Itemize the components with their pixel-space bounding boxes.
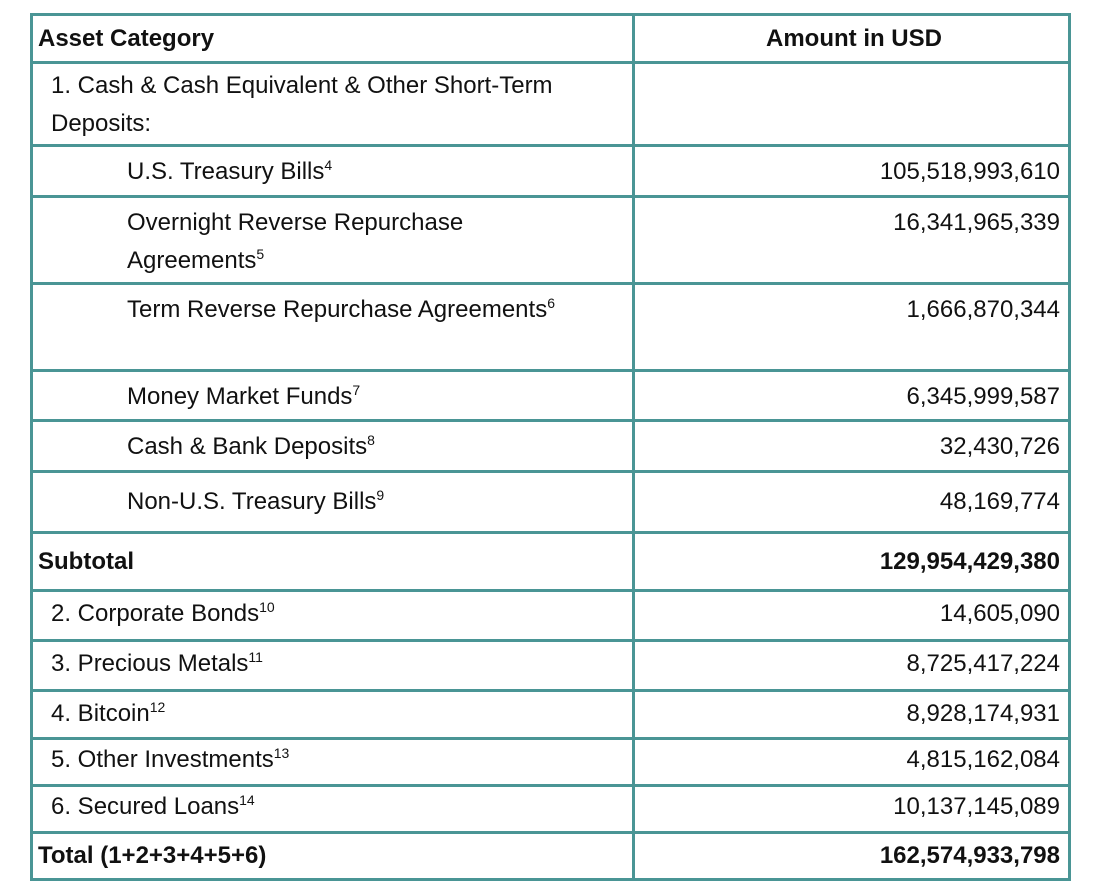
row-label: 3. Precious Metals11: [30, 639, 635, 692]
footnote: 10: [259, 599, 275, 615]
label-text: 4. Bitcoin: [51, 700, 150, 727]
row-label: 2. Corporate Bonds10: [30, 589, 635, 642]
asset-table: Asset Category Amount in USD 1. Cash & C…: [30, 13, 1071, 881]
row-amount: 48,169,774: [632, 470, 1071, 534]
section-row: 1. Cash & Cash Equivalent & Other Short-…: [30, 61, 1071, 147]
row-amount: 8,928,174,931: [632, 689, 1071, 740]
subtotal-row: Subtotal 129,954,429,380: [30, 531, 1071, 592]
row-label: 4. Bitcoin12: [30, 689, 635, 740]
row-amount: 14,605,090: [632, 589, 1071, 642]
table-row: 4. Bitcoin12 8,928,174,931: [30, 689, 1071, 740]
label-text: U.S. Treasury Bills: [127, 158, 325, 185]
footnote: 6: [547, 295, 555, 311]
label-text: 6. Secured Loans: [51, 793, 240, 820]
row-label: 5. Other Investments13: [30, 737, 635, 787]
section-1-label: 1. Cash & Cash Equivalent & Other Short-…: [30, 61, 635, 147]
label-text: 3. Precious Metals: [51, 650, 249, 677]
row-label: Cash & Bank Deposits8: [30, 419, 635, 473]
row-amount: 1,666,870,344: [632, 282, 1071, 372]
label-text: Overnight Reverse Repurchase Agreements: [127, 209, 464, 274]
table-row: 3. Precious Metals11 8,725,417,224: [30, 639, 1071, 692]
header-amount: Amount in USD: [632, 13, 1071, 64]
row-label: Overnight Reverse Repurchase Agreements5: [30, 195, 635, 285]
row-amount: 105,518,993,610: [632, 144, 1071, 198]
table-row: Money Market Funds7 6,345,999,587: [30, 369, 1071, 422]
table-row: Overnight Reverse Repurchase Agreements5…: [30, 195, 1071, 285]
subtotal-label: Subtotal: [30, 531, 635, 592]
footnote: 14: [239, 792, 255, 808]
table-row: 5. Other Investments13 4,815,162,084: [30, 737, 1071, 787]
table-row: 2. Corporate Bonds10 14,605,090: [30, 589, 1071, 642]
row-amount: 32,430,726: [632, 419, 1071, 473]
total-row: Total (1+2+3+4+5+6) 162,574,933,798: [30, 831, 1071, 881]
footnote: 11: [248, 649, 263, 665]
table-row: Term Reverse Repurchase Agreements6 1,66…: [30, 282, 1071, 372]
table-row: 6. Secured Loans14 10,137,145,089: [30, 784, 1071, 834]
footnote: 8: [367, 432, 375, 448]
row-amount: 6,345,999,587: [632, 369, 1071, 422]
row-label: U.S. Treasury Bills4: [30, 144, 635, 198]
label-text: 2. Corporate Bonds: [51, 600, 260, 627]
total-label: Total (1+2+3+4+5+6): [30, 831, 635, 881]
footnote: 12: [149, 699, 166, 715]
header-row: Asset Category Amount in USD: [30, 13, 1071, 64]
row-amount: 16,341,965,339: [632, 195, 1071, 285]
row-label: Non-U.S. Treasury Bills9: [30, 470, 635, 534]
header-asset-category: Asset Category: [30, 13, 635, 64]
table-row: U.S. Treasury Bills4 105,518,993,610: [30, 144, 1071, 198]
label-text: Term Reverse Repurchase Agreements: [127, 296, 548, 323]
row-label: 6. Secured Loans14: [30, 784, 635, 834]
row-label: Term Reverse Repurchase Agreements6: [30, 282, 635, 372]
subtotal-amount: 129,954,429,380: [632, 531, 1071, 592]
row-amount: 10,137,145,089: [632, 784, 1071, 834]
total-amount: 162,574,933,798: [632, 831, 1071, 881]
table-row: Non-U.S. Treasury Bills9 48,169,774: [30, 470, 1071, 534]
label-text: 5. Other Investments: [51, 746, 274, 773]
row-label: Money Market Funds7: [30, 369, 635, 422]
row-amount: 4,815,162,084: [632, 737, 1071, 787]
footnote: 7: [352, 382, 361, 398]
label-text: Cash & Bank Deposits: [127, 433, 368, 460]
footnote: 4: [324, 157, 333, 173]
row-amount: 8,725,417,224: [632, 639, 1071, 692]
table-row: Cash & Bank Deposits8 32,430,726: [30, 419, 1071, 473]
footnote: 13: [273, 745, 290, 761]
empty-cell: [632, 61, 1071, 147]
label-text: Money Market Funds: [127, 383, 353, 410]
footnote: 9: [376, 487, 385, 503]
label-text: Non-U.S. Treasury Bills: [127, 488, 377, 515]
footnote: 5: [256, 246, 265, 262]
